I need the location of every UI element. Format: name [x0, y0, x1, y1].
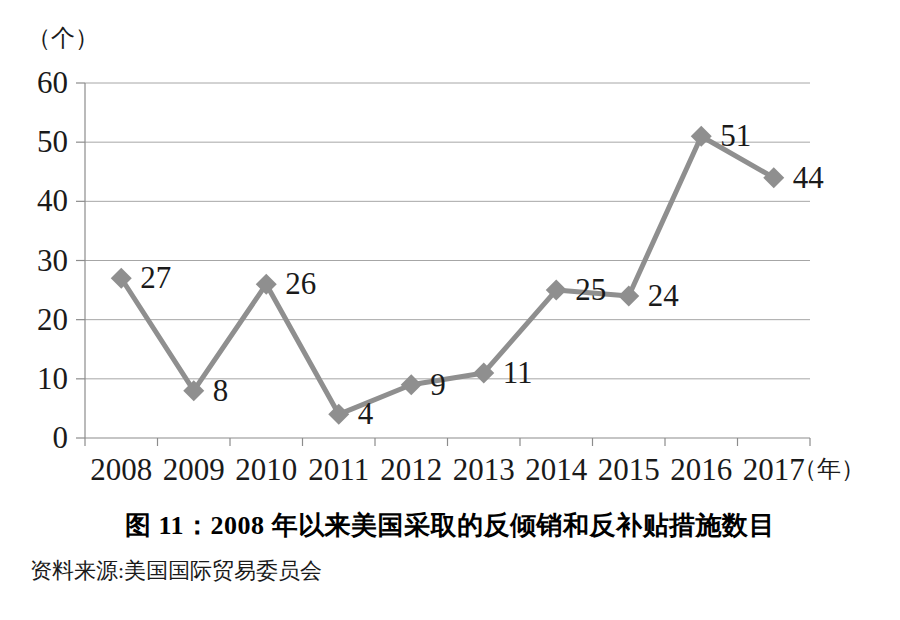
x-tick-label: 2012 [380, 452, 442, 487]
data-point-label: 24 [648, 278, 680, 313]
data-point-label: 8 [213, 373, 229, 408]
source-note: 资料来源:美国国际贸易委员会 [30, 556, 322, 586]
x-tick-label: 2014 [525, 452, 588, 487]
y-tick-label: 0 [53, 420, 69, 455]
chart-page: 0 10 20 30 40 50 60 2008 2009 2010 2011 2012 2013 201… [0, 0, 900, 620]
x-tick-label: 2015 [598, 452, 660, 487]
x-axis-unit-label: （年） [793, 453, 865, 485]
x-tick-label: 2010 [235, 452, 297, 487]
x-tick-label: 2016 [670, 452, 732, 487]
x-tick-label: 2008 [90, 452, 152, 487]
data-point-label: 25 [575, 272, 606, 307]
y-tick-label: 50 [37, 124, 68, 159]
y-tick-label: 60 [37, 65, 68, 100]
x-tick-label: 2013 [453, 452, 515, 487]
data-point-label: 26 [285, 266, 316, 301]
data-point-marker [328, 404, 349, 425]
data-point-label: 44 [793, 160, 825, 195]
y-tick-label: 20 [37, 302, 68, 337]
line-chart: 0 10 20 30 40 50 60 2008 2009 2010 2011 2012 2013 201… [0, 0, 900, 505]
chart-title: 图 11：2008 年以来美国采取的反倾销和反补贴措施数目 [0, 508, 900, 543]
data-point-label: 9 [430, 367, 446, 402]
data-point-label: 4 [358, 396, 374, 431]
data-point-label: 11 [503, 355, 533, 390]
data-point-label: 51 [720, 118, 751, 153]
y-tick-label: 40 [37, 183, 68, 218]
data-point-marker [401, 374, 422, 395]
data-point-marker [691, 126, 712, 147]
x-tick-label: 2009 [163, 452, 225, 487]
data-point-marker [618, 286, 639, 307]
data-point-marker [763, 167, 784, 188]
data-point-label: 27 [140, 260, 171, 295]
y-tick-label: 30 [37, 243, 68, 278]
x-tick-label: 2011 [308, 452, 369, 487]
y-axis-unit-label: （个） [27, 22, 99, 54]
y-tick-label: 10 [37, 361, 68, 396]
